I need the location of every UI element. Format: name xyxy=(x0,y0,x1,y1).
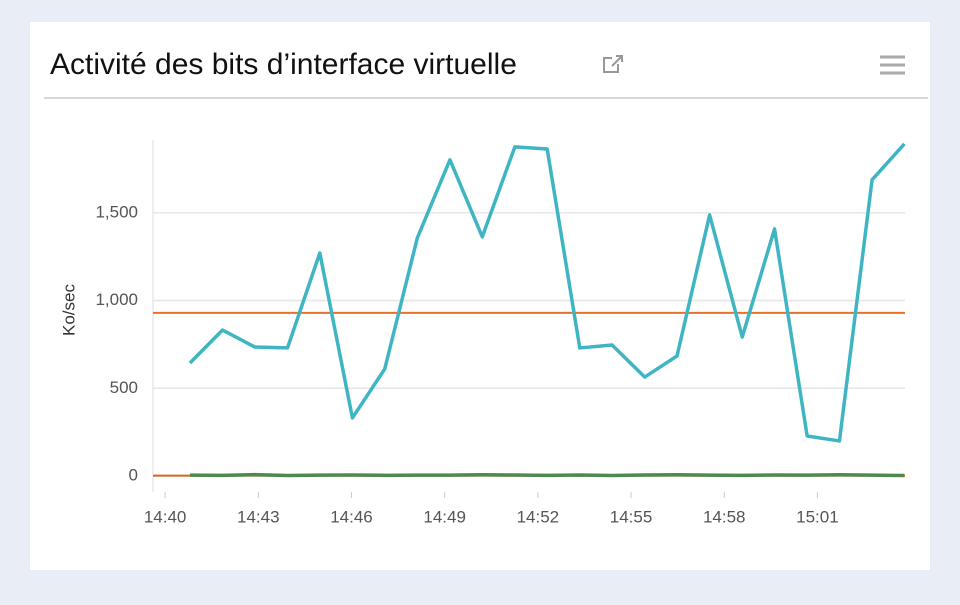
x-tick-label: 14:43 xyxy=(237,507,280,526)
x-tick-label: 14:46 xyxy=(330,507,373,526)
external-link-icon[interactable] xyxy=(603,55,623,73)
x-tick-label: 14:49 xyxy=(423,507,466,526)
data-line xyxy=(189,472,905,478)
y-tick-label: 0 xyxy=(129,466,138,485)
x-tick-label: 15:01 xyxy=(796,507,839,526)
y-axis-label: Ko/sec xyxy=(59,284,78,336)
data-line xyxy=(188,142,906,443)
x-tick-label: 14:58 xyxy=(703,507,746,526)
menu-icon[interactable] xyxy=(880,55,905,75)
chart-title: Activité des bits d’interface virtuelle xyxy=(50,48,517,81)
y-tick-label: 500 xyxy=(110,378,138,397)
y-tick-label: 1,500 xyxy=(95,202,138,221)
y-tick-label: 1,000 xyxy=(95,290,138,309)
card xyxy=(30,22,930,570)
x-tick-label: 14:52 xyxy=(517,507,560,526)
x-tick-label: 14:55 xyxy=(610,507,653,526)
x-tick-label: 14:40 xyxy=(144,507,187,526)
